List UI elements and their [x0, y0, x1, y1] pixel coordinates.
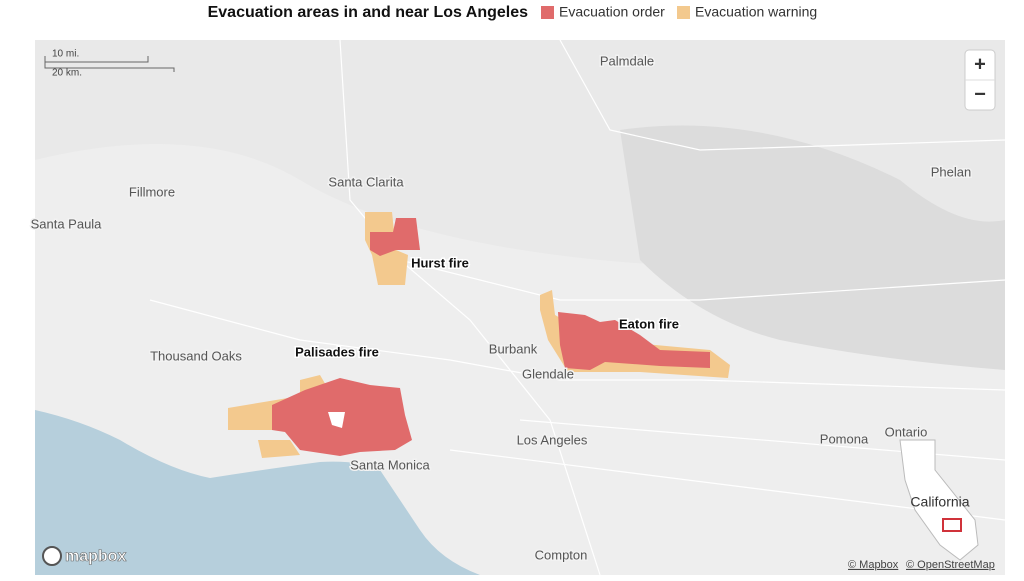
fire-label: Eaton fire [619, 316, 679, 331]
fire-label: Hurst fire [411, 255, 469, 270]
scale-label: 10 mi. [52, 49, 79, 60]
mountains [620, 125, 1005, 370]
zoom-out[interactable]: − [974, 83, 986, 105]
place-labels: Palmdale Santa Clarita Fillmore Santa Pa… [29, 52, 973, 564]
valley [35, 144, 1005, 575]
scale-bar: 10 mi. 20 km. [44, 49, 175, 79]
zoom-controls: + − [964, 49, 996, 111]
fire-labels: Hurst fire Eaton fire Palisades fire [294, 254, 681, 361]
place-label: Santa Clarita [328, 174, 404, 189]
hole [328, 412, 345, 428]
zoom-in[interactable]: + [974, 53, 986, 75]
place-label: Phelan [931, 164, 971, 179]
place-label: Fillmore [129, 184, 175, 199]
logo-icon [42, 546, 62, 566]
roads [149, 39, 1006, 576]
ocean [35, 410, 480, 575]
legend-swatch [677, 6, 690, 19]
logo: mapbox [65, 548, 126, 565]
order-area [370, 218, 420, 256]
place-label: Glendale [522, 366, 574, 381]
place-label: Compton [535, 547, 588, 562]
eaton-fire [540, 290, 730, 378]
scale-label: 20 km. [52, 68, 82, 79]
scale-line [44, 56, 175, 72]
place-label: Los Angeles [517, 432, 588, 447]
title: Evacuation areas in and near Los Angeles [208, 4, 529, 21]
warning-area [258, 440, 300, 458]
attribution[interactable]: © Mapbox [848, 559, 899, 571]
attribution[interactable]: © OpenStreetMap [906, 559, 995, 571]
place-label: Thousand Oaks [150, 348, 242, 363]
place-label: Burbank [489, 341, 538, 356]
legend-swatch [541, 6, 554, 19]
place-label: Santa Paula [31, 216, 103, 231]
inset-highlight [942, 518, 962, 532]
inset-label: California [910, 494, 969, 510]
place-label: Pomona [820, 431, 869, 446]
order-area [558, 312, 710, 370]
place-label: Ontario [885, 424, 928, 439]
palisades-fire [228, 375, 412, 458]
map: California Palmdale Santa Clarita Fillmo… [29, 39, 1006, 576]
hurst-fire [365, 212, 420, 285]
legend-label: Evacuation order [559, 4, 665, 20]
inset: California [899, 439, 979, 561]
fire-label: Palisades fire [295, 344, 379, 359]
legend-label: Evacuation warning [695, 4, 817, 20]
place-label: Palmdale [600, 53, 654, 68]
place-label: Santa Monica [350, 457, 430, 472]
